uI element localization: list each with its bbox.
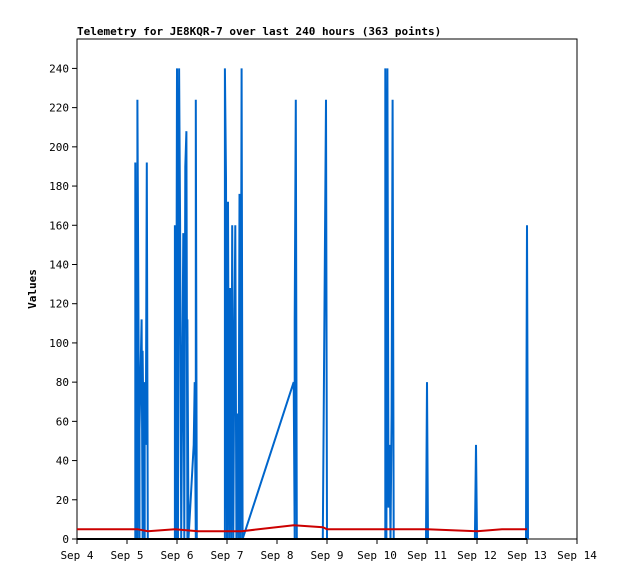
y-tick-label: 0 xyxy=(62,533,69,546)
y-tick-label: 80 xyxy=(56,376,69,389)
x-tick-label: Sep 6 xyxy=(160,549,193,562)
series-line-1 xyxy=(134,68,529,540)
y-axis: 0 20 40 60 80 100 120 140 160 180 200 220 240 xyxy=(49,62,77,546)
x-tick-label: Sep 12 xyxy=(457,549,497,562)
x-tick-label: Sep 7 xyxy=(210,549,243,562)
y-tick-label: 180 xyxy=(49,180,69,193)
series-line-2 xyxy=(77,524,527,533)
y-tick-label: 120 xyxy=(49,298,69,311)
x-tick-label: Sep 5 xyxy=(110,549,143,562)
x-tick-label: Sep 11 xyxy=(407,549,447,562)
chart-title: Telemetry for JE8KQR-7 over last 240 hou… xyxy=(77,25,441,38)
x-tick-label: Sep 4 xyxy=(60,549,93,562)
y-tick-label: 100 xyxy=(49,337,69,350)
series-layer xyxy=(77,68,529,540)
x-tick-label: Sep 10 xyxy=(357,549,397,562)
x-tick-label: Sep 9 xyxy=(310,549,343,562)
x-tick-label: Sep 13 xyxy=(507,549,547,562)
y-tick-label: 220 xyxy=(49,102,69,115)
y-axis-label: Values xyxy=(26,269,39,309)
x-axis: Sep 4 Sep 5 Sep 6 Sep 7 Sep 8 Sep 9 Sep 10 Sep … xyxy=(60,539,597,562)
x-tick-label: Sep 8 xyxy=(260,549,293,562)
x-tick-label: Sep 14 xyxy=(557,549,597,562)
y-tick-label: 240 xyxy=(49,62,69,75)
y-tick-label: 200 xyxy=(49,141,69,154)
y-tick-label: 160 xyxy=(49,219,69,232)
y-tick-label: 40 xyxy=(56,455,69,468)
y-tick-label: 60 xyxy=(56,415,69,428)
y-tick-label: 140 xyxy=(49,258,69,271)
y-tick-label: 20 xyxy=(56,494,69,507)
